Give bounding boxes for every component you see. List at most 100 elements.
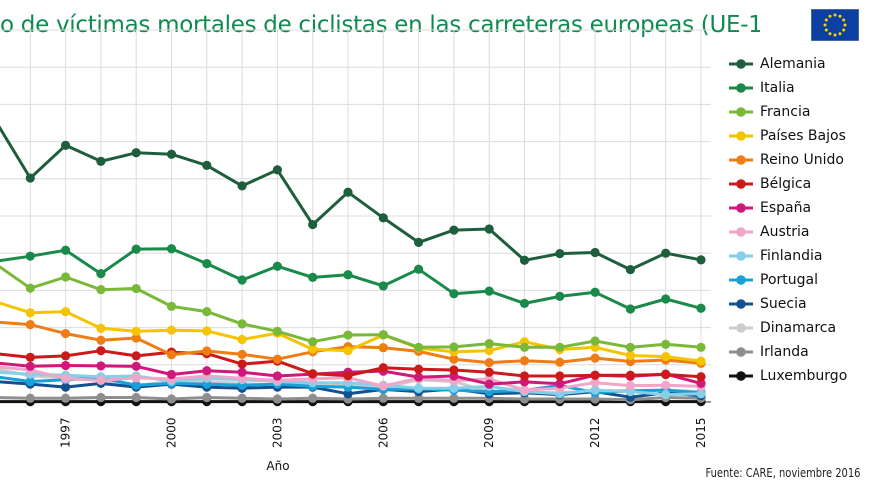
legend-swatch-marker	[736, 179, 746, 189]
data-point	[484, 357, 494, 368]
data-point	[661, 339, 671, 349]
data-point	[308, 393, 318, 403]
data-point	[61, 140, 71, 150]
data-point	[272, 261, 282, 271]
data-point	[414, 364, 424, 374]
data-point	[484, 379, 494, 389]
x-axis-title: Año	[266, 459, 289, 473]
data-point	[96, 156, 106, 166]
data-point	[131, 380, 141, 390]
data-point	[519, 255, 530, 265]
legend-item: Alemania	[728, 52, 868, 76]
x-tick-label: 2000	[165, 417, 179, 448]
legend-item: Finlandia	[728, 244, 868, 268]
data-point	[555, 342, 565, 352]
data-point	[625, 264, 636, 275]
legend-item: Países Bajos	[728, 124, 868, 148]
data-point	[61, 351, 71, 361]
data-point	[308, 219, 318, 230]
data-point	[414, 383, 424, 393]
data-point	[61, 245, 71, 255]
data-point	[414, 237, 424, 248]
data-point	[414, 264, 424, 274]
data-point	[555, 248, 565, 259]
data-point	[414, 342, 424, 352]
data-point	[378, 213, 388, 223]
series-alemania	[0, 125, 706, 275]
eu-flag-icon	[811, 9, 859, 41]
data-point	[590, 247, 600, 258]
data-point	[61, 373, 71, 384]
series-irlanda	[0, 392, 706, 405]
data-point	[343, 270, 353, 280]
data-point	[237, 349, 247, 359]
data-point	[166, 369, 177, 380]
data-point	[308, 344, 318, 354]
data-point	[96, 335, 106, 345]
legend-swatch-marker	[736, 155, 746, 165]
data-point	[661, 369, 671, 380]
legend-swatch-marker	[736, 59, 746, 69]
data-point	[449, 354, 459, 364]
data-point	[61, 328, 71, 339]
legend-item: España	[728, 196, 868, 220]
data-point	[131, 392, 141, 403]
data-point	[166, 244, 177, 254]
data-point	[96, 346, 106, 356]
data-point	[590, 342, 600, 352]
data-point	[378, 281, 388, 291]
legend-label: Francia	[760, 104, 811, 120]
data-point	[343, 330, 353, 340]
legend-swatch-marker	[736, 299, 746, 309]
data-point	[61, 360, 71, 371]
legend-swatch	[729, 227, 753, 237]
legend-swatch	[729, 299, 753, 309]
x-tick-label: 2012	[588, 417, 602, 448]
legend-item: Francia	[728, 100, 868, 124]
data-point	[202, 259, 212, 269]
legend-item: Dinamarca	[728, 316, 868, 340]
legend-item: Austria	[728, 220, 868, 244]
legend-swatch-marker	[736, 371, 746, 381]
data-point	[166, 350, 177, 360]
legend-label: Alemania	[760, 56, 826, 72]
series-francia	[0, 265, 706, 352]
data-point	[661, 380, 671, 390]
data-point	[449, 342, 459, 352]
data-point	[343, 389, 353, 399]
data-point	[308, 272, 318, 282]
data-point	[555, 357, 565, 367]
data-point	[131, 148, 141, 158]
data-point	[696, 372, 706, 382]
data-point	[484, 224, 494, 234]
data-point	[25, 173, 35, 183]
data-point	[25, 320, 35, 330]
data-point	[625, 304, 636, 314]
data-point	[237, 275, 247, 285]
legend-swatch-marker	[736, 251, 746, 261]
data-point	[696, 255, 706, 265]
legend-swatch	[729, 155, 753, 165]
data-point	[237, 367, 247, 377]
data-point	[166, 325, 177, 335]
legend-label: Países Bajos	[760, 128, 846, 144]
data-point	[519, 298, 530, 309]
legend-item: Suecia	[728, 292, 868, 316]
series-bélgica	[0, 346, 706, 382]
data-point	[484, 286, 494, 296]
data-point	[96, 269, 106, 279]
data-point	[131, 326, 141, 336]
data-point	[590, 353, 600, 363]
data-point	[661, 248, 671, 258]
data-point	[25, 352, 35, 362]
data-point	[25, 251, 35, 261]
legend-label: Suecia	[760, 296, 807, 312]
data-point	[308, 337, 318, 347]
legend-label: Luxemburgo	[760, 368, 848, 384]
data-point	[202, 366, 212, 376]
legend-swatch-marker	[736, 347, 746, 357]
data-point	[237, 181, 247, 191]
data-point	[696, 303, 706, 313]
data-point	[96, 285, 106, 295]
